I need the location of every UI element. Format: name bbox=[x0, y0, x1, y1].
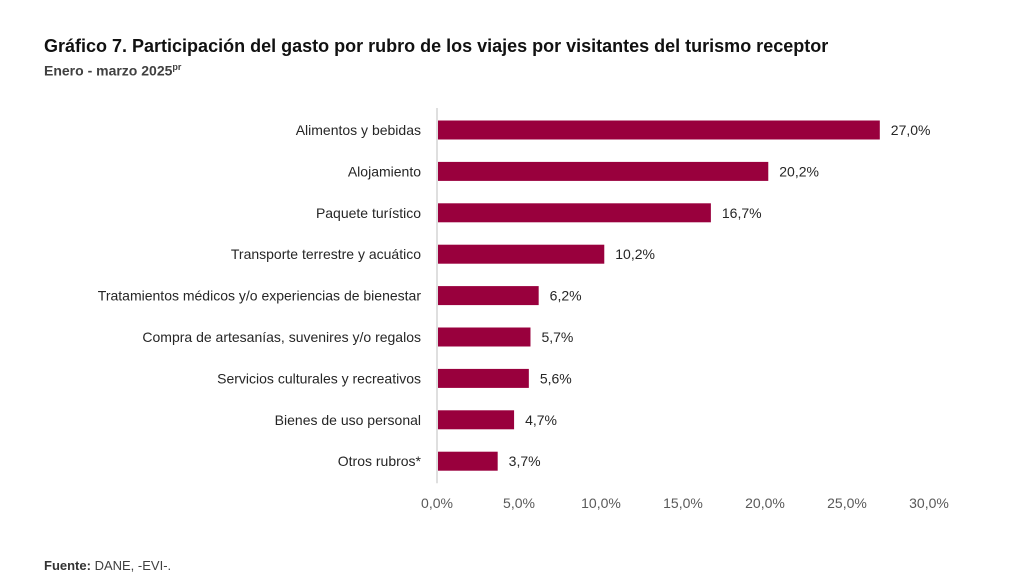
chart-subtitle: Enero - marzo 2025pr bbox=[44, 62, 182, 79]
x-tick-label: 20,0% bbox=[745, 495, 785, 511]
category-label: Tratamientos médicos y/o experiencias de… bbox=[98, 288, 422, 304]
category-label: Alimentos y bebidas bbox=[296, 122, 421, 138]
x-tick-label: 0,0% bbox=[421, 495, 453, 511]
data-label: 5,6% bbox=[540, 370, 572, 386]
x-tick-label: 25,0% bbox=[827, 495, 867, 511]
subtitle-superscript: pr bbox=[172, 62, 182, 72]
x-tick-label: 5,0% bbox=[503, 495, 535, 511]
category-label: Transporte terrestre y acuático bbox=[231, 246, 421, 262]
x-tick-label: 10,0% bbox=[581, 495, 621, 511]
bar bbox=[438, 410, 515, 430]
x-tick-label: 15,0% bbox=[663, 495, 703, 511]
bar bbox=[438, 368, 529, 388]
category-label: Servicios culturales y recreativos bbox=[217, 370, 421, 386]
bar bbox=[438, 203, 711, 223]
category-label: Paquete turístico bbox=[316, 205, 421, 221]
data-label: 6,2% bbox=[550, 288, 582, 304]
category-label: Bienes de uso personal bbox=[275, 412, 421, 428]
source-note: Fuente: DANE, -EVI-. bbox=[44, 558, 171, 573]
category-label: Compra de artesanías, suvenires y/o rega… bbox=[142, 329, 421, 345]
category-label: Otros rubros* bbox=[338, 453, 422, 469]
data-label: 5,7% bbox=[541, 329, 573, 345]
chart-title: Gráfico 7. Participación del gasto por r… bbox=[44, 36, 829, 56]
bar bbox=[438, 451, 498, 471]
category-label: Alojamiento bbox=[348, 163, 421, 179]
bar bbox=[438, 244, 605, 264]
bar bbox=[438, 120, 880, 140]
data-label: 20,2% bbox=[779, 163, 819, 179]
source-text: DANE, -EVI-. bbox=[90, 558, 172, 573]
source-label: Fuente: bbox=[44, 558, 91, 573]
data-label: 16,7% bbox=[722, 205, 762, 221]
data-label: 3,7% bbox=[509, 453, 541, 469]
bar bbox=[438, 327, 531, 347]
data-label: 10,2% bbox=[615, 246, 655, 262]
data-label: 4,7% bbox=[525, 412, 557, 428]
bar bbox=[438, 286, 539, 306]
data-label: 27,0% bbox=[891, 122, 931, 138]
x-tick-label: 30,0% bbox=[909, 495, 949, 511]
bar bbox=[438, 161, 769, 181]
